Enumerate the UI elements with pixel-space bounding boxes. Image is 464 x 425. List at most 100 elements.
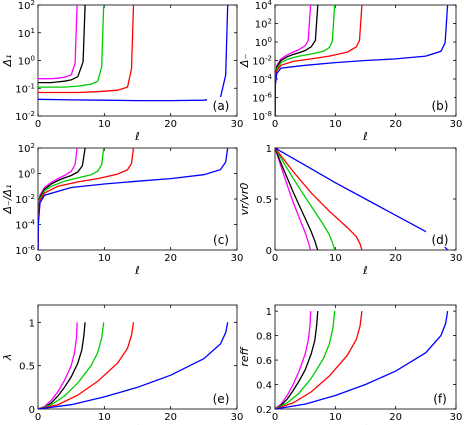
panel-tag: (c)	[213, 233, 229, 247]
panel-tag: (a)	[213, 99, 230, 113]
y-axis-label: Δ₋/Δ₁	[1, 185, 14, 215]
panel-e: 0 10 20 30 0 0.5 1 ℓ λ (e)	[1, 304, 244, 425]
y-tick-label: 0.6	[256, 356, 272, 367]
y-tick-label: 10-2	[252, 55, 272, 68]
x-tick-label: 10	[329, 253, 342, 264]
series-line-1	[38, 322, 86, 409]
y-tick-label: 102	[18, 0, 35, 12]
y-tick-label: 10-8	[252, 110, 272, 123]
x-tick-label: 20	[389, 253, 402, 264]
y-tick-label: 102	[255, 18, 272, 31]
series-line-3	[38, 5, 135, 94]
x-tick-label: 30	[231, 119, 244, 130]
panel-tag: (f)	[433, 392, 447, 406]
panel-tag: (d)	[432, 233, 449, 247]
x-tick-label: 0	[35, 119, 41, 130]
x-tick-label: 20	[164, 253, 177, 264]
series-line-0	[275, 148, 312, 250]
x-axis-label: ℓ	[362, 423, 368, 425]
series-line-0	[38, 322, 78, 409]
y-tick-label: 0	[29, 405, 35, 416]
series-line-4	[275, 5, 449, 116]
series-line-1	[38, 5, 86, 84]
x-axis-label: ℓ	[362, 264, 368, 277]
y-tick-label: 10-4	[15, 219, 35, 232]
x-tick-label: 10	[329, 119, 342, 130]
series-group	[38, 322, 229, 409]
series-line-2	[38, 148, 105, 250]
series-line-3	[38, 322, 135, 409]
panel-tag: (b)	[432, 99, 449, 113]
y-tick-label: 0	[266, 246, 272, 257]
y-tick-label: 10-4	[252, 73, 272, 86]
series-line-1	[275, 311, 319, 409]
panel-tag-bg	[207, 390, 235, 406]
y-tick-label: 0.2	[256, 405, 272, 416]
x-tick-label: 0	[35, 253, 41, 264]
y-axis-label: vr/vr0	[238, 183, 251, 216]
y-axis-label: Δ₋	[238, 54, 251, 69]
plot-frame	[37, 304, 238, 410]
y-tick-label: 1	[29, 318, 35, 329]
y-tick-label: 101	[18, 27, 35, 40]
y-tick-label: 0.5	[19, 362, 35, 373]
panel-tag: (e)	[213, 392, 230, 406]
x-tick-label: 10	[329, 412, 342, 423]
y-tick-label: 100	[255, 36, 272, 49]
panel-a: 0 10 20 30 10-2 10-1 100 101 102 ℓ Δ₁ (a)	[1, 0, 243, 143]
panel-c: 0 10 20 30 10-6 10-4 10-2 100 102 ℓ Δ₋/Δ₁ (c)	[1, 142, 243, 277]
series-line-4	[38, 5, 229, 102]
y-tick-label: 10-2	[15, 193, 35, 206]
series-group	[275, 5, 449, 116]
y-tick-label: 0.4	[256, 381, 272, 392]
x-tick-label: 30	[231, 253, 244, 264]
panel-f: 0 10 20 30 0.2 0.4 0.6 0.8 1 ℓ reff (f)	[238, 304, 463, 425]
series-line-1	[275, 148, 319, 250]
x-tick-label: 30	[231, 412, 244, 423]
x-axis-label: ℓ	[362, 130, 368, 143]
x-tick-label: 20	[164, 412, 177, 423]
series-line-3	[275, 148, 363, 250]
panel-tag-bg	[426, 390, 454, 406]
series-line-4	[275, 311, 449, 409]
y-axis-label: reff	[238, 346, 251, 366]
y-tick-label: 10-1	[15, 82, 35, 95]
series-line-3	[38, 148, 135, 250]
x-tick-label: 0	[272, 253, 278, 264]
y-tick-label: 0.8	[256, 332, 272, 343]
panel-tag-bg	[426, 97, 454, 113]
x-tick-label: 10	[98, 412, 111, 423]
y-tick-label: 104	[255, 0, 273, 12]
series-line-1	[38, 148, 86, 250]
y-tick-label: 1	[266, 144, 272, 155]
series-line-0	[38, 148, 78, 250]
y-tick-label: 10-6	[15, 244, 35, 257]
y-tick-label: 1	[266, 307, 272, 318]
x-axis-label: ℓ	[134, 423, 140, 425]
x-tick-label: 0	[35, 412, 41, 423]
series-line-2	[38, 322, 105, 409]
y-tick-label: 10-6	[252, 92, 272, 105]
x-tick-label: 30	[450, 119, 463, 130]
x-tick-label: 20	[389, 119, 402, 130]
y-tick-label: 100	[18, 55, 35, 68]
series-group	[275, 148, 449, 250]
series-line-0	[275, 311, 312, 409]
panel-tag-bg	[426, 231, 454, 247]
series-line-2	[38, 5, 105, 88]
series-line-3	[275, 311, 363, 409]
y-tick-label: 0.5	[256, 195, 272, 206]
panel-tag-bg	[207, 231, 235, 247]
y-tick-label: 10-2	[15, 110, 35, 123]
y-tick-label: 102	[18, 142, 35, 155]
plot-frame	[274, 304, 457, 410]
x-tick-label: 10	[98, 119, 111, 130]
x-tick-label: 30	[450, 253, 463, 264]
x-tick-label: 0	[272, 412, 278, 423]
series-line-2	[275, 148, 336, 250]
x-tick-label: 30	[450, 412, 463, 423]
panel-d: 0 10 20 30 0 0.5 1 ℓ vr/vr0 (d)	[238, 144, 462, 277]
x-axis-label: ℓ	[134, 130, 140, 143]
y-axis-label: λ	[1, 354, 14, 362]
